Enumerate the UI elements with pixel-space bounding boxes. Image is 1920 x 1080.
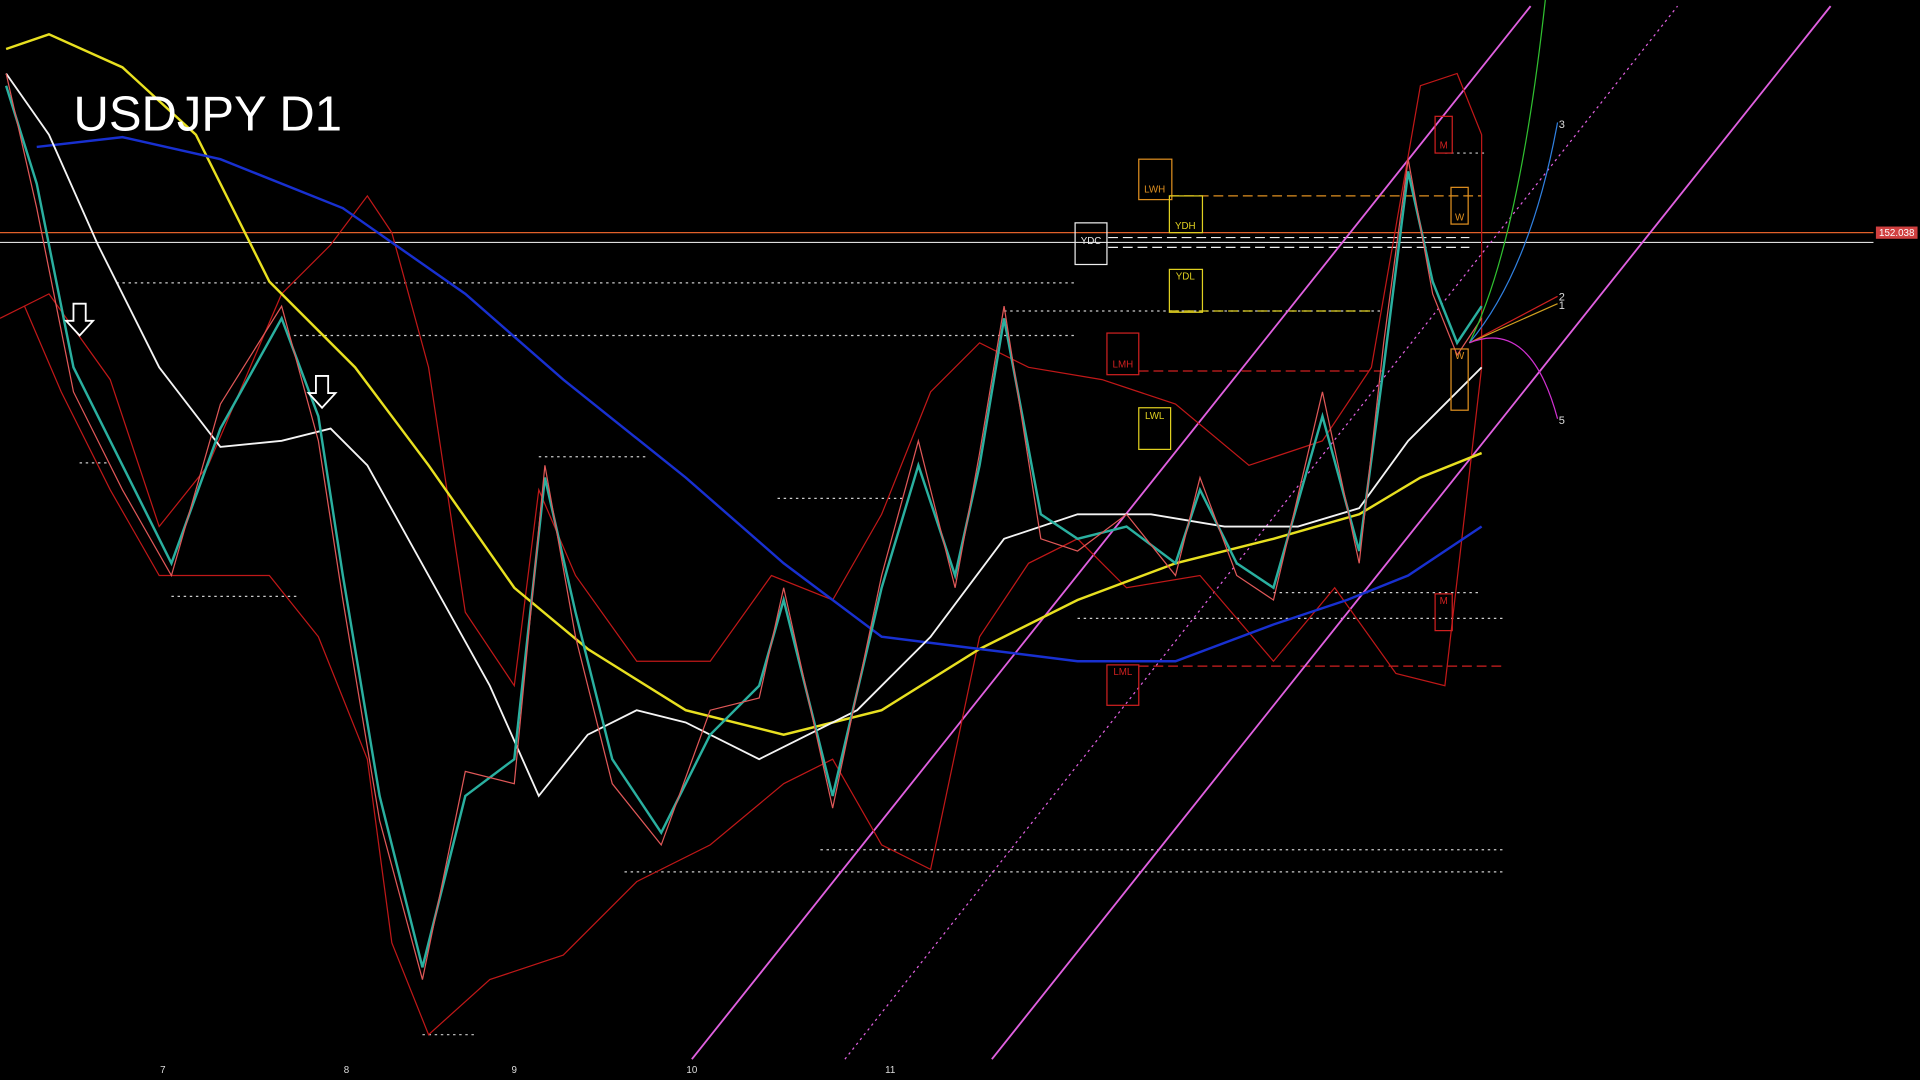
box [1450, 186, 1469, 225]
price-tag [1875, 226, 1918, 239]
box [1138, 407, 1172, 450]
ma-white [5, 72, 1483, 798]
price-wicks [5, 73, 1483, 980]
x-label: 7 [160, 1065, 165, 1076]
ma-yellow [5, 32, 1483, 736]
level-label: LWH [1144, 184, 1165, 195]
level-label: YDL [1176, 271, 1196, 282]
box [1106, 332, 1140, 376]
level-label: LMH [1113, 359, 1134, 370]
x-label: 9 [512, 1065, 517, 1076]
channel [691, 5, 1832, 1060]
projection-label: 1 [1559, 300, 1565, 312]
box [1106, 664, 1140, 706]
box [1434, 593, 1453, 632]
level-label: W [1455, 351, 1465, 362]
level-label: M [1440, 596, 1448, 607]
guides [0, 0, 1874, 1060]
ma-blue [36, 135, 1483, 663]
level-label: M [1440, 140, 1448, 151]
box [1434, 115, 1453, 154]
level-label: YDH [1175, 221, 1196, 232]
level-label: LWL [1145, 411, 1165, 422]
projection-label: 3 [1559, 119, 1565, 131]
arrows [64, 302, 338, 410]
box [1450, 348, 1469, 411]
level-label: W [1455, 213, 1465, 224]
projections [1468, 0, 1559, 419]
level-label: YDC [1081, 236, 1102, 247]
projection-label: 5 [1559, 415, 1565, 427]
x-label: 11 [885, 1065, 895, 1076]
envelope [0, 72, 1483, 1036]
chart-title: USDJPY D1 [73, 87, 342, 141]
x-label: 10 [686, 1065, 697, 1076]
box [1168, 268, 1204, 313]
price-label: 152.038 [1879, 228, 1915, 239]
projection-label: 2 [1559, 291, 1565, 303]
x-label: 8 [344, 1065, 350, 1076]
level-label: LML [1113, 667, 1133, 678]
box [1074, 222, 1108, 266]
box [1168, 195, 1204, 234]
box [1138, 158, 1173, 201]
